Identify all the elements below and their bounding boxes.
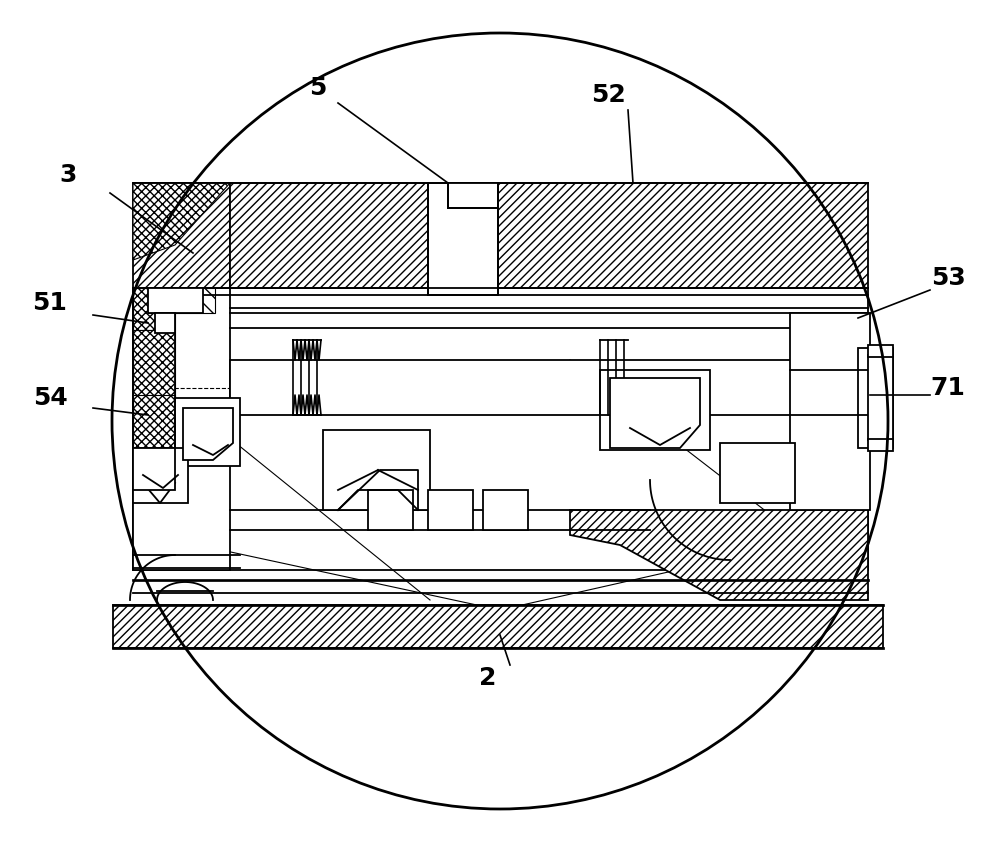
Bar (133, 288, 230, 570)
Bar (868, 345, 893, 357)
Polygon shape (230, 183, 428, 288)
Polygon shape (133, 288, 175, 330)
Polygon shape (183, 408, 233, 460)
Polygon shape (133, 395, 175, 480)
Bar (448, 183, 498, 208)
Polygon shape (148, 288, 215, 313)
Text: 53: 53 (931, 266, 965, 290)
Text: 71: 71 (931, 376, 965, 400)
Bar (133, 288, 868, 570)
Text: 5: 5 (309, 76, 327, 100)
Bar (323, 430, 430, 510)
Text: 52: 52 (591, 83, 625, 107)
Text: 51: 51 (33, 291, 67, 315)
Text: 2: 2 (479, 666, 497, 690)
Bar (133, 448, 175, 490)
Bar (868, 355, 893, 440)
Bar (428, 183, 498, 295)
Text: 54: 54 (33, 386, 67, 410)
Bar (483, 490, 528, 530)
Bar (720, 443, 795, 503)
Text: 3: 3 (59, 163, 77, 187)
Bar (175, 398, 240, 466)
Bar (790, 313, 870, 510)
Bar (230, 360, 820, 415)
Polygon shape (570, 510, 868, 600)
Polygon shape (133, 330, 175, 480)
Bar (600, 370, 710, 450)
Bar (868, 439, 893, 451)
Polygon shape (113, 605, 883, 648)
Bar (368, 490, 413, 530)
Polygon shape (498, 183, 868, 288)
Bar (858, 348, 893, 448)
Bar (155, 313, 175, 333)
Bar (428, 490, 473, 530)
Polygon shape (133, 183, 230, 260)
Bar (148, 288, 203, 313)
Bar (133, 448, 188, 503)
Polygon shape (133, 183, 230, 288)
Polygon shape (610, 378, 700, 448)
